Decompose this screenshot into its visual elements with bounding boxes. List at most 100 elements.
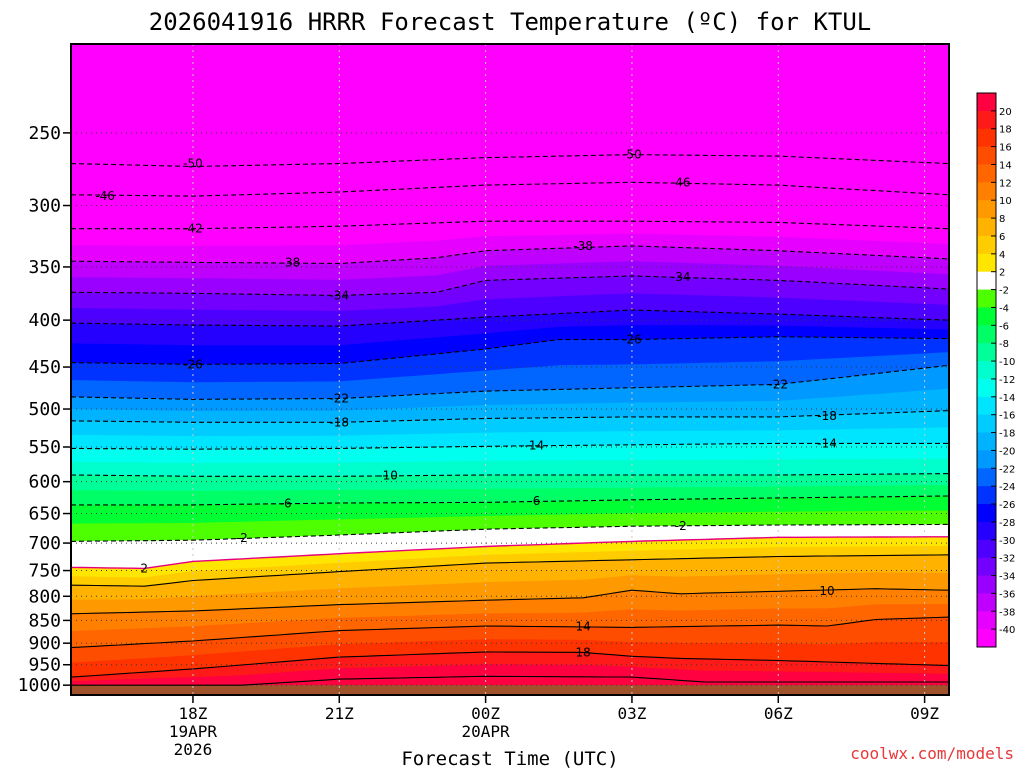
colorbar-label: -32 xyxy=(999,554,1015,565)
chart-title: 2026041916 HRRR Forecast Temperature (ºC… xyxy=(149,8,871,36)
x-tick-label: 06Z xyxy=(764,704,793,723)
colorbar-swatch xyxy=(977,629,996,648)
colorbar-label: 18 xyxy=(999,125,1012,136)
credit-link[interactable]: coolwx.com/models xyxy=(850,744,1014,763)
colorbar-label: -30 xyxy=(999,536,1015,547)
isotherm-label: -14 xyxy=(525,439,545,453)
y-tick-label: 650 xyxy=(28,504,61,525)
x-tick-label: 03Z xyxy=(617,704,646,723)
y-axis: 2503003504004505005506006507007508008509… xyxy=(18,123,71,696)
isotherm-label: -26 xyxy=(183,357,203,371)
colorbar-swatch xyxy=(977,93,996,112)
colorbar-swatch xyxy=(977,432,996,451)
colorbar-swatch xyxy=(977,146,996,165)
colorbar-swatch xyxy=(977,378,996,398)
isotherm-line xyxy=(71,410,949,423)
isotherm-label: -18 xyxy=(329,415,349,429)
colorbar-label: -14 xyxy=(999,393,1015,404)
plot-frame xyxy=(70,43,950,696)
isotherm-label: -6 xyxy=(280,497,292,511)
y-tick-label: 1000 xyxy=(18,675,61,696)
colorbar-label: 8 xyxy=(999,214,1005,225)
colorbar-label: 10 xyxy=(999,196,1012,207)
colorbar-label: -16 xyxy=(999,411,1015,422)
colorbar-swatch xyxy=(977,414,996,434)
colorbar-swatch xyxy=(977,200,996,219)
colorbar-label: -22 xyxy=(999,464,1015,475)
colorbar-label: -38 xyxy=(999,607,1015,618)
isotherm-label: -34 xyxy=(329,288,349,302)
colorbar-swatch xyxy=(977,557,996,577)
colorbar-swatch xyxy=(977,450,996,469)
colorbar-swatch xyxy=(977,593,996,612)
colorbar-swatch xyxy=(977,611,996,630)
colorbar-swatch xyxy=(977,289,996,308)
y-tick-label: 700 xyxy=(28,533,61,554)
colorbar-swatch xyxy=(977,486,996,505)
colorbar-swatch xyxy=(977,253,996,273)
isotherm-line xyxy=(71,220,949,230)
colorbar-swatch xyxy=(977,575,996,594)
isotherm-label: -14 xyxy=(817,436,837,450)
isotherm-label: 10 xyxy=(819,584,834,598)
x-axis-label: Forecast Time (UTC) xyxy=(401,748,618,768)
y-tick-label: 850 xyxy=(28,610,61,631)
y-tick-label: 500 xyxy=(28,399,61,420)
isotherm-line xyxy=(71,651,949,678)
isotherm-labels: -50-50-46-46-42-38-38-34-34-26-26-22-22-… xyxy=(95,148,837,660)
y-tick-label: 400 xyxy=(28,310,61,331)
colorbar-swatch xyxy=(977,504,996,523)
colorbar-label: 16 xyxy=(999,143,1012,154)
x-tick-label: 19APR xyxy=(169,722,218,741)
x-tick-label: 00Z xyxy=(471,704,500,723)
y-tick-label: 600 xyxy=(28,472,61,493)
isotherm-line xyxy=(71,275,949,297)
isotherm-label: -22 xyxy=(768,377,788,391)
y-tick-label: 450 xyxy=(28,357,61,378)
colorbar-swatch xyxy=(977,307,996,326)
colorbar-label: -4 xyxy=(999,303,1009,314)
isotherm-label: -26 xyxy=(622,333,642,347)
isotherm-line xyxy=(71,309,949,327)
colorbar-swatch xyxy=(977,325,996,344)
x-tick-label: 2026 xyxy=(174,740,213,759)
isotherm-label: -2 xyxy=(675,519,687,533)
colorbar-swatch xyxy=(977,468,996,487)
temperature-fill xyxy=(71,44,949,695)
isotherm-label: -38 xyxy=(281,255,301,269)
isotherm-line xyxy=(71,536,949,570)
isotherm-label: 14 xyxy=(576,619,591,633)
colorbar-swatch xyxy=(977,164,996,183)
x-tick-label: 21Z xyxy=(325,704,354,723)
ground-layer xyxy=(71,685,949,695)
colorbar-swatch xyxy=(977,110,996,130)
colorbar-frame xyxy=(976,92,997,648)
colorbar-swatch xyxy=(977,396,996,416)
colorbar-label: -2 xyxy=(999,286,1009,297)
isotherm-label: 18 xyxy=(576,645,591,659)
isotherm-label: -6 xyxy=(528,494,540,508)
colorbar-label: -12 xyxy=(999,375,1015,386)
colorbar-swatch xyxy=(977,218,996,237)
isotherm-label: -18 xyxy=(817,409,837,423)
colorbar-label: 2 xyxy=(999,268,1005,279)
colorbar-label: -40 xyxy=(999,625,1015,636)
y-tick-label: 900 xyxy=(28,633,61,654)
colorbar-label: 6 xyxy=(999,232,1005,243)
isotherm-label: -38 xyxy=(573,239,593,253)
ground-fill xyxy=(71,685,949,695)
isotherm-line xyxy=(71,616,949,649)
isotherm-line xyxy=(71,554,949,587)
colorbar-swatch xyxy=(977,539,996,559)
colorbar-label: 4 xyxy=(999,250,1005,261)
isotherm-line xyxy=(71,336,949,365)
isotherm-line xyxy=(71,588,949,615)
x-tick-label: 18Z xyxy=(178,704,207,723)
colorbar-label: -18 xyxy=(999,429,1015,440)
isotherm-label: -46 xyxy=(95,189,115,203)
colorbar: 20 18 16 14 12 10 8 6 4 2 -2 -4 -6 -8 -10 -12 -14 -16 -18 -… xyxy=(976,92,1015,648)
isotherm-lines xyxy=(71,154,949,686)
isotherm-line xyxy=(71,154,949,168)
x-tick-label: 20APR xyxy=(462,722,511,741)
